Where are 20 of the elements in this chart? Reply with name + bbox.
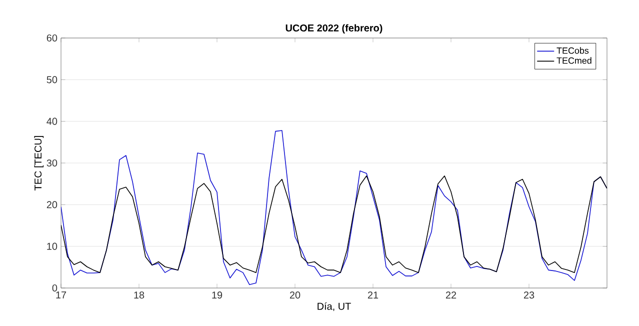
chart-title: UCOE 2022 (febrero) (286, 24, 382, 34)
legend-label: TECobs (556, 47, 589, 54)
x-tick-label: 18 (134, 292, 144, 299)
y-tick-label: 10 (47, 242, 58, 250)
legend-label: TECmed (556, 57, 592, 64)
y-tick-label: 50 (46, 76, 58, 84)
x-tick-label: 21 (368, 292, 378, 298)
x-tick-label: 19 (212, 292, 222, 299)
y-tick-label: 60 (46, 34, 58, 42)
x-tick-label: 17 (56, 292, 66, 298)
y-tick-label: 20 (46, 201, 58, 208)
x-axis-title: Día, UT (318, 302, 351, 312)
y-tick-label: 40 (46, 118, 58, 125)
line-series (61, 176, 607, 273)
x-tick-label: 22 (446, 292, 456, 298)
x-tick-label: 20 (290, 292, 300, 299)
x-tick-label: 23 (524, 292, 534, 299)
y-tick-label: 0 (52, 284, 58, 292)
y-tick-label: 30 (46, 159, 58, 167)
y-axis-title: TEC [TECU] (34, 136, 44, 190)
